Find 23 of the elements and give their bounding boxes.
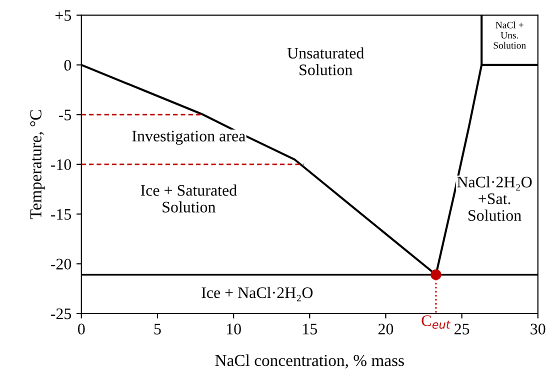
y-tick-label: -20 (50, 258, 72, 270)
y-tick-label: -25 (50, 308, 72, 320)
x-tick-label: 0 (78, 324, 85, 334)
annotation: Ice + NaCl·2H₂O (202, 286, 313, 302)
y-tick-label: +5 (55, 10, 72, 21)
annotation: C$_{eut}$ (422, 315, 451, 329)
annotation: Ice + Saturated Solution (140, 184, 237, 212)
annotation: Unsaturated Solution (287, 47, 364, 76)
y-axis-title: Temperature, °C (30, 110, 45, 220)
x-tick-label: 20 (378, 324, 394, 334)
y-tick-label: 0 (64, 60, 72, 71)
annotation: NaCl + Uns. Solution (494, 22, 526, 49)
x-tick-label: 10 (226, 324, 241, 334)
annotation: NaCl·2H₂O +Sat. Solution (457, 176, 532, 221)
x-tick-label: 5 (154, 324, 161, 334)
y-tick-label: -5 (58, 110, 72, 120)
x-tick-label: 15 (303, 324, 318, 334)
y-tick-label: -10 (50, 159, 72, 170)
y-tick-label: -15 (50, 209, 72, 220)
annotation: Investigation area (132, 130, 246, 145)
x-tick-label: 30 (530, 324, 546, 334)
x-tick-label: 25 (454, 324, 470, 334)
x-axis-title: NaCl concentration, % mass (215, 354, 404, 368)
